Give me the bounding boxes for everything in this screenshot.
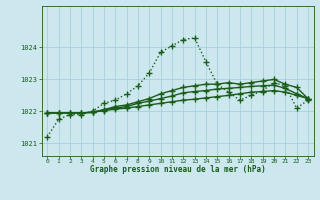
X-axis label: Graphe pression niveau de la mer (hPa): Graphe pression niveau de la mer (hPa): [90, 165, 266, 174]
